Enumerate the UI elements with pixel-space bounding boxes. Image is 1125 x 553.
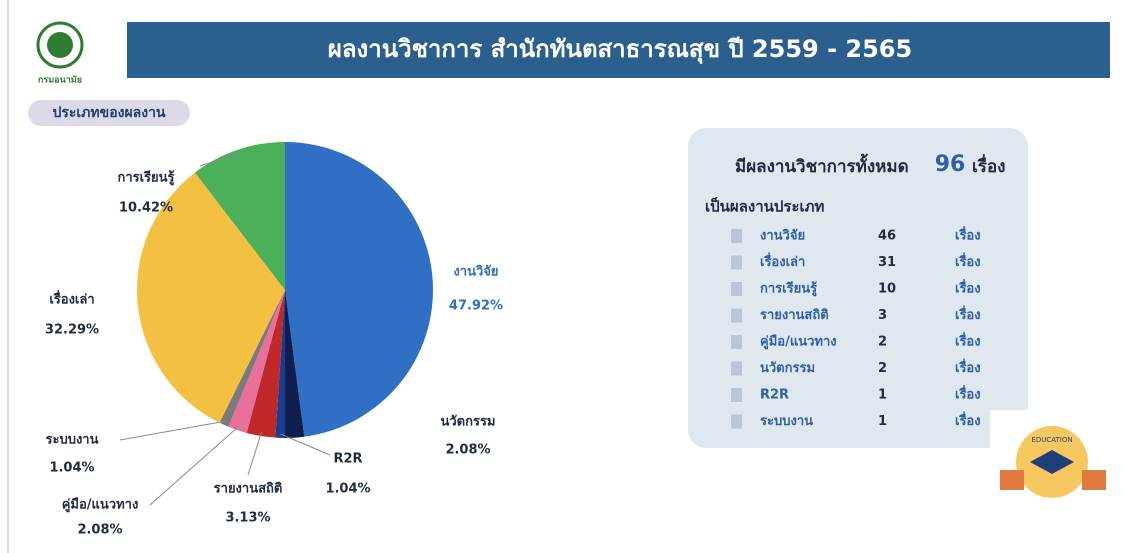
row-name: นวัตกรรม [760, 361, 815, 376]
slice-label: เรื่องเล่า [49, 290, 94, 308]
slice-value-label: 2.08% [77, 523, 122, 538]
education-icon: EDUCATION [990, 410, 1115, 502]
icon-text: EDUCATION [1031, 436, 1072, 444]
slice-value-label: 32.29% [45, 323, 99, 338]
badge [28, 100, 190, 126]
row-unit: เรื่อง [955, 226, 981, 244]
row-name: การเรียนรู้ [760, 281, 817, 297]
icon-book [1000, 470, 1024, 490]
header-bar [127, 22, 1110, 78]
row-count: 10 [878, 282, 896, 297]
slice-label: นวัตกรรม [440, 415, 495, 430]
header-title: ผลงานวิชาการ สำนักทันตสาธารณสุข ปี 2559 … [328, 35, 912, 65]
doc-icon [731, 255, 742, 270]
row-unit: เรื่อง [955, 411, 981, 429]
row-count: 2 [878, 335, 887, 350]
slice-value-label: 1.04% [325, 482, 370, 497]
pie-slice [285, 290, 305, 438]
leader-line [119, 420, 226, 441]
row-count: 2 [878, 361, 887, 376]
summary-unit: เรื่อง [972, 154, 1005, 177]
pie-slice [219, 290, 285, 427]
row-unit: เรื่อง [955, 252, 981, 270]
row-unit: เรื่อง [955, 385, 981, 403]
row-count: 3 [878, 308, 887, 323]
summary-box [688, 128, 1028, 448]
row-count: 46 [878, 229, 896, 244]
icon-book [1082, 470, 1106, 490]
summary-total: 96 [935, 152, 966, 177]
row-unit: เรื่อง [955, 305, 981, 323]
doc-icon [731, 308, 742, 323]
slice-label: คู่มือ/แนวทาง [62, 497, 139, 513]
row-unit: เรื่อง [955, 358, 981, 376]
row-name: รายงานสถิติ [760, 308, 829, 323]
row-name: เรื่องเล่า [760, 252, 805, 270]
logo-inner [47, 32, 73, 58]
row-unit: เรื่อง [955, 279, 981, 297]
pie-slice [137, 172, 285, 423]
row-name: ระบบงาน [760, 414, 813, 429]
pie-slice [228, 290, 285, 433]
slice-label: ระบบงาน [45, 433, 98, 448]
row-name: งานวิจัย [760, 229, 805, 244]
logo-text: กรมอนามัย [38, 75, 82, 86]
leader-line [247, 431, 263, 476]
slice-label: R2R [333, 452, 362, 467]
leader-line [280, 433, 331, 456]
row-unit: เรื่อง [955, 332, 981, 350]
doc-icon [731, 361, 742, 376]
doc-icon [731, 335, 742, 349]
pie-slice [194, 142, 285, 290]
leader-line [149, 425, 240, 506]
slice-value-label: 2.08% [445, 443, 490, 458]
row-count: 31 [878, 255, 896, 270]
doc-icon [731, 414, 742, 429]
slice-value-label: 10.42% [119, 201, 173, 216]
pie-slice [285, 142, 434, 437]
badge-text: ประเภทของผลงาน [52, 105, 165, 121]
summary-subtitle: เป็นผลงานประเภท [705, 197, 825, 216]
icon-cap [1030, 450, 1074, 474]
row-name: คู่มือ/แนวทาง [760, 334, 837, 350]
leader-line [199, 153, 239, 167]
doc-icon [731, 229, 742, 243]
slice-value-label: 1.04% [49, 461, 94, 476]
slice-value-label: 3.13% [225, 511, 270, 526]
row-count: 1 [878, 388, 887, 403]
slice-label: การเรียนรู้ [117, 170, 174, 186]
slice-value-label: 47.92% [449, 299, 503, 314]
doc-icon [731, 282, 742, 296]
summary-prefix: มีผลงานวิชาการทั้งหมด [735, 153, 909, 177]
slice-label: งานวิจัย [453, 265, 498, 280]
doc-icon [731, 388, 742, 402]
pie-slice [246, 290, 285, 438]
pie-slice [275, 290, 285, 438]
slice-label: รายงานสถิติ [214, 482, 283, 497]
row-count: 1 [878, 414, 887, 429]
row-name: R2R [760, 388, 789, 403]
